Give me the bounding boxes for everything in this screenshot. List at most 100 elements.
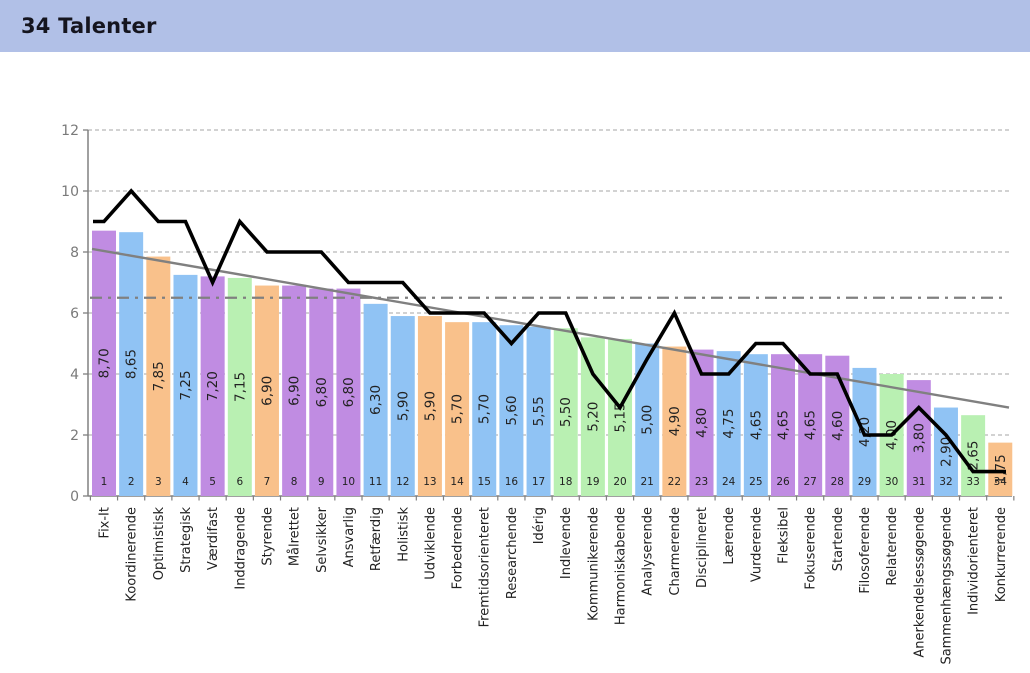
- rank-label: 30: [885, 476, 898, 488]
- bar-value-label: 1,75: [993, 454, 1009, 484]
- rank-label: 17: [532, 476, 545, 488]
- category-label: Lærende: [722, 507, 737, 565]
- bar-value-label: 4,65: [776, 410, 792, 440]
- bar: [119, 232, 144, 497]
- rank-label: 29: [858, 476, 871, 488]
- category-label: Konkurrerende: [994, 507, 1009, 602]
- category-label: Idérig: [532, 507, 547, 544]
- y-tick-label: 10: [61, 184, 79, 200]
- bar-value-label: 5,00: [640, 405, 656, 435]
- category-label: Vurderende: [749, 507, 764, 582]
- bar: [472, 322, 497, 496]
- rank-label: 2: [128, 476, 135, 488]
- rank-label: 23: [695, 476, 708, 488]
- y-tick-label: 12: [61, 123, 79, 139]
- bar-value-label: 7,85: [151, 361, 167, 391]
- bar: [798, 354, 823, 496]
- rank-label: 10: [342, 476, 355, 488]
- bar-value-label: 6,80: [314, 377, 330, 407]
- bar-value-label: 6,80: [341, 377, 357, 407]
- category-label: Fix-It: [98, 507, 113, 538]
- y-tick-label: 0: [70, 489, 79, 505]
- bar: [336, 288, 361, 496]
- rank-label: 24: [722, 476, 736, 488]
- bar-value-label: 4,90: [667, 406, 683, 436]
- category-label: Disciplineret: [695, 507, 710, 588]
- category-label: Holistisk: [396, 507, 411, 562]
- rank-label: 22: [668, 476, 681, 488]
- category-label: Individorienteret: [967, 507, 982, 615]
- y-axis-labels: 0 2 4 6 8 10 12: [61, 123, 79, 505]
- bar-value-label: 7,15: [232, 372, 248, 402]
- y-tick-label: 2: [70, 428, 79, 444]
- rank-label: 14: [450, 476, 464, 488]
- rank-label: 16: [505, 476, 519, 488]
- category-label: Startende: [831, 507, 846, 571]
- bar: [254, 285, 279, 496]
- value-labels: 8,70 8,65 7,85 7,25 7,20 7,15 6,90 6,90 6,80 6,80…: [97, 348, 1009, 484]
- category-label: Selvsikker: [315, 506, 330, 573]
- bar-value-label: 5,70: [450, 394, 466, 424]
- bar: [635, 343, 660, 496]
- bar-value-label: 2,65: [966, 441, 982, 471]
- rank-label: 12: [396, 476, 409, 488]
- bar: [282, 285, 307, 496]
- bar: [580, 337, 605, 496]
- chart-area: 0 2 4 6 8 10 12 1 2 3 4 5 6 7 8 9 10 11 12 13 14 15 16 17 18 19 20…: [0, 52, 1030, 673]
- rank-label: 7: [264, 476, 271, 488]
- category-label: Indlevende: [559, 507, 574, 579]
- rank-label: 20: [613, 476, 626, 488]
- rank-label: 31: [912, 476, 925, 488]
- bar-value-label: 3,80: [911, 423, 927, 453]
- bar: [363, 303, 388, 496]
- bars: [92, 230, 1013, 497]
- bar-value-label: 6,90: [287, 376, 303, 406]
- bar: [417, 316, 442, 496]
- category-label: Fremtidsorienteret: [478, 507, 493, 627]
- rank-label: 32: [939, 476, 952, 488]
- bar-value-label: 4,65: [748, 410, 764, 440]
- category-label: Anerkendelsessøgende: [912, 507, 927, 658]
- bar-value-label: 4,80: [694, 408, 710, 438]
- category-label: Harmoniskabende: [614, 507, 629, 625]
- rank-label: 5: [209, 476, 216, 488]
- bar-value-label: 8,65: [124, 349, 140, 379]
- trend-line: [91, 247, 1010, 409]
- bar: [445, 322, 470, 496]
- category-label: Inddragende: [233, 507, 248, 590]
- category-label: Charmerende: [668, 507, 683, 596]
- bar: [743, 354, 768, 496]
- bar: [227, 277, 252, 496]
- bar: [146, 256, 171, 496]
- rank-label: 6: [236, 476, 243, 488]
- category-label: Relaterende: [885, 507, 900, 586]
- bar: [553, 328, 578, 496]
- bar: [200, 276, 225, 496]
- category-label: Filosoferende: [858, 507, 873, 594]
- bar: [92, 230, 116, 496]
- bar-value-label: 5,55: [531, 396, 547, 426]
- bar-value-label: 5,20: [585, 402, 601, 432]
- category-label: Strategisk: [179, 507, 194, 573]
- rank-label: 13: [423, 476, 436, 488]
- rank-label: 18: [559, 476, 572, 488]
- rank-label: 9: [318, 476, 325, 488]
- rank-labels: 1 2 3 4 5 6 7 8 9 10 11 12 13 14 15 16 17 18 19 20 21 22 23 24 2…: [101, 476, 1008, 488]
- bar-value-label: 5,90: [395, 391, 411, 421]
- bar: [390, 316, 415, 496]
- bar-value-label: 7,20: [205, 371, 221, 401]
- bar-value-label: 4,75: [721, 409, 737, 439]
- bar: [173, 274, 198, 496]
- bar: [961, 415, 986, 496]
- category-label: Målrettet: [288, 507, 303, 566]
- rank-label: 26: [776, 476, 790, 488]
- bar-value-label: 6,30: [368, 385, 384, 415]
- y-tick-label: 8: [70, 245, 79, 261]
- rank-label: 4: [182, 476, 189, 488]
- rank-label: 19: [586, 476, 599, 488]
- bar: [608, 338, 633, 496]
- bar-value-label: 8,70: [97, 348, 113, 378]
- bar: [309, 288, 334, 496]
- bar-value-label: 5,90: [422, 391, 438, 421]
